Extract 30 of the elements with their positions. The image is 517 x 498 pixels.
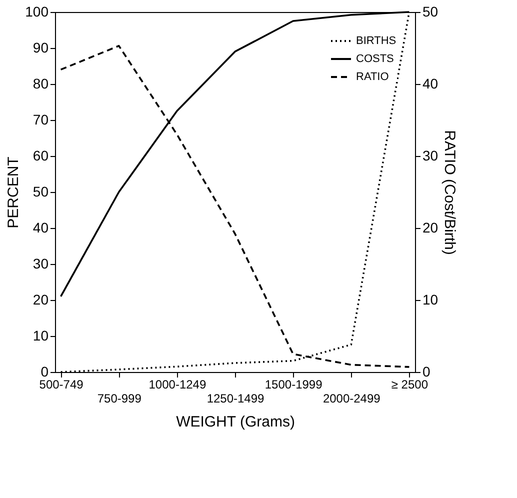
y-tick-label: 10 [32, 328, 49, 344]
y2-tick-label: 50 [422, 4, 438, 20]
x-tick-label: 2000-2499 [322, 392, 381, 406]
x-tick-label: 500-749 [39, 378, 84, 392]
x-tick-label: 1000-1249 [148, 378, 206, 392]
x-tick-label: 1250-1499 [206, 392, 265, 406]
y-tick-label: 70 [32, 112, 49, 128]
y-tick-label: 60 [32, 148, 49, 164]
y2-tick-label: 20 [422, 220, 438, 236]
y-tick-label: 100 [25, 4, 49, 20]
y-tick-label: 40 [32, 220, 49, 236]
y-axis-title: PERCENT [5, 156, 22, 228]
x-tick-label: ≥ 2500 [391, 378, 428, 392]
y2-tick-label: 10 [422, 292, 438, 308]
x-tick-label: 1500-1999 [264, 378, 323, 392]
y2-tick-label: 30 [422, 148, 438, 164]
y2-tick-label: 0 [422, 364, 430, 380]
y-tick-label: 30 [32, 256, 49, 272]
y-tick-label: 20 [32, 292, 49, 308]
x-axis-title: WEIGHT (Grams) [176, 414, 295, 430]
y-tick-label: 0 [40, 364, 49, 380]
y2-tick-label: 40 [422, 76, 438, 92]
legend-label: COSTS [356, 53, 394, 65]
legend-label: BIRTHS [356, 35, 396, 47]
y-tick-label: 90 [32, 40, 49, 56]
y-tick-label: 50 [32, 184, 49, 200]
x-tick-label: 750-999 [97, 392, 142, 406]
legend-label: RATIO [356, 71, 390, 83]
y-tick-label: 80 [32, 76, 49, 92]
y2-axis-title: RATIO (Cost/Birth) [441, 130, 458, 255]
